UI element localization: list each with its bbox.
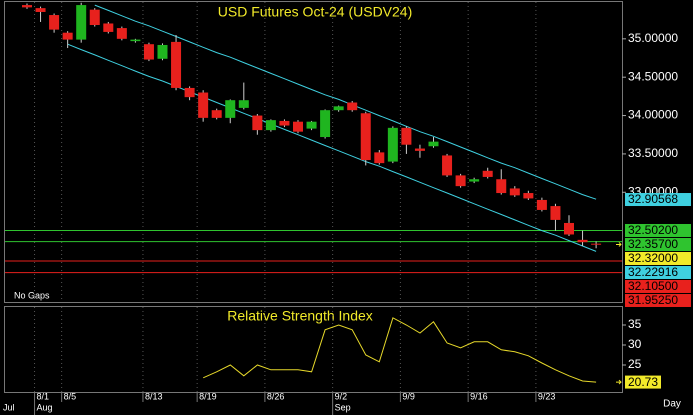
x-tick-label: 9/9	[402, 391, 415, 401]
candle-body	[374, 152, 385, 164]
indicator-title: Relative Strength Index	[227, 308, 373, 324]
level-label: 32.90568	[628, 192, 678, 206]
level-label: 32.32000	[628, 251, 678, 265]
candle-body	[157, 44, 168, 59]
candle-body	[550, 206, 561, 220]
x-tick-label: 9/2	[335, 391, 348, 401]
y-tick-label: 34.00000	[628, 108, 678, 122]
candle-body	[293, 121, 303, 132]
candle-body	[143, 44, 154, 60]
y2-tick-label: 35	[628, 317, 642, 331]
price-panel	[4, 1, 623, 303]
x-axis-label: Day	[663, 399, 681, 410]
candle-body	[171, 41, 182, 88]
x-tick-label: 8/13	[145, 391, 163, 401]
y-tick-label: 34.50000	[628, 69, 678, 83]
candle-body	[387, 127, 398, 162]
candle-body	[116, 28, 127, 39]
level-box	[625, 251, 691, 265]
level-box	[625, 265, 691, 279]
x-tick-label: 9/16	[470, 391, 488, 401]
price-arrow	[616, 242, 622, 247]
indicator-last-label: 20.73	[628, 375, 658, 389]
candle-body	[469, 179, 480, 182]
level-box	[625, 193, 691, 207]
candle-body	[482, 170, 493, 177]
candle-body	[49, 15, 60, 30]
indicator-last-box	[625, 375, 661, 389]
y2-tick-label: 30	[628, 337, 642, 351]
candle-body	[523, 193, 534, 199]
candle-body	[22, 5, 32, 8]
x-tick-label: 8/1	[37, 391, 50, 401]
y-tick-label: 33.50000	[628, 146, 678, 160]
candle-body	[442, 155, 453, 176]
chart-title: USD Futures Oct-24 (USDV24)	[218, 4, 413, 20]
level-label: 32.50200	[628, 223, 678, 237]
y2-tick-label: 25	[628, 357, 642, 371]
candle-body	[414, 148, 425, 151]
candle-body	[211, 110, 222, 118]
candle-body	[564, 222, 574, 235]
channel-line	[67, 43, 597, 252]
indicator-line	[202, 317, 597, 383]
x-tick-label: 8/19	[199, 391, 217, 401]
candle-body	[198, 92, 209, 118]
indicator-arrow	[616, 379, 622, 385]
candle-body	[238, 100, 249, 108]
candle-body	[35, 8, 46, 12]
candle-body	[591, 243, 602, 245]
candle-body	[76, 5, 87, 40]
x-tick-label: 8/5	[64, 391, 77, 401]
candle-body	[401, 127, 412, 145]
level-box	[625, 293, 691, 307]
level-box	[625, 223, 691, 237]
indicator-panel	[4, 306, 623, 393]
month-label: Jul	[3, 402, 15, 412]
month-label: Sep	[335, 402, 351, 412]
x-tick-label: 8/26	[267, 391, 285, 401]
candle-body	[333, 106, 344, 111]
candle-body	[496, 179, 507, 194]
month-label: Aug	[37, 402, 53, 412]
level-box	[625, 279, 691, 293]
x-tick-label: 9/23	[538, 391, 556, 401]
level-label: 32.35700	[628, 237, 678, 251]
candle-body	[279, 120, 290, 126]
candle-body	[536, 199, 547, 210]
note: No Gaps	[14, 290, 50, 300]
y-tick-label: 35.00000	[628, 31, 678, 45]
level-label: 31.95250	[628, 293, 678, 307]
candle-body	[89, 9, 100, 26]
candle-body	[265, 120, 276, 131]
candle-body	[577, 239, 588, 243]
candle-body	[347, 102, 358, 111]
candle-body	[130, 39, 141, 42]
level-label: 32.10500	[628, 279, 678, 293]
candle-body	[306, 121, 317, 129]
candle-body	[320, 110, 331, 138]
level-box	[625, 237, 691, 251]
candle-body	[509, 188, 520, 196]
level-label: 32.22916	[628, 265, 678, 279]
candle-body	[184, 87, 195, 98]
candle-body	[252, 115, 263, 131]
candle-body	[225, 100, 236, 118]
candle-body	[103, 23, 114, 32]
channel-line	[94, 4, 597, 200]
candle-body	[62, 32, 73, 40]
candle-body	[360, 113, 371, 161]
candle-body	[428, 141, 439, 147]
candle-body	[455, 175, 466, 187]
